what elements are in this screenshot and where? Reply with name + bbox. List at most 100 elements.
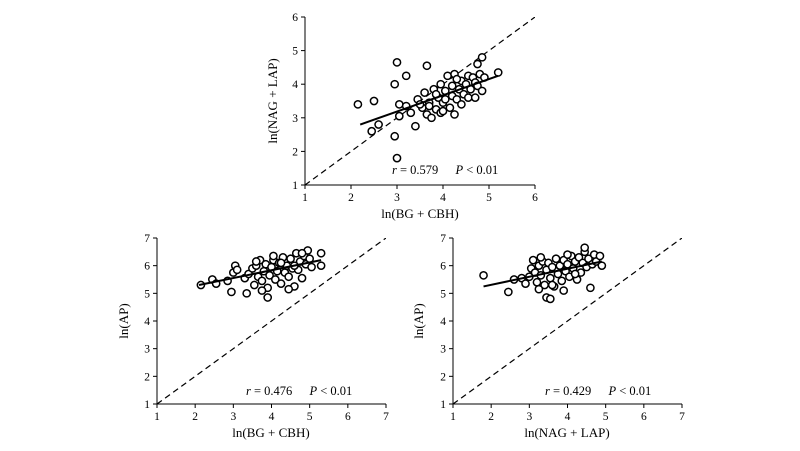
data-point [286,254,295,264]
data-point [450,110,459,119]
data-point [440,94,450,104]
p-symbol: P [454,163,463,177]
y-tick-label: 1 [292,180,298,192]
data-point [242,288,252,298]
data-point [394,111,404,121]
data-point [493,68,503,77]
scatter-panel-bottom-right: 1 2 3 4 5 6 7 1 2 3 4 5 6 7 ln(NAG + LAP) ln(AP) r =… [411,233,685,440]
data-point [447,81,457,91]
data-point [473,59,482,69]
data-point [251,257,261,266]
y-tick-label: 1 [144,399,150,411]
x-tick-label: 5 [307,411,313,423]
data-point [503,287,513,297]
scatter-panel-bottom-left: 1 2 3 4 5 6 7 1 2 3 4 5 6 7 ln(BG + CBH) ln(AP) r = … [116,233,389,440]
data-point [227,287,236,297]
data-points [479,243,607,304]
y-tick-label: 3 [440,344,446,356]
data-point [521,279,530,288]
data-point [534,284,544,294]
y-tick-label: 1 [440,399,446,411]
y-tick-label: 4 [292,79,298,91]
data-point [390,79,400,89]
y-axis-label: ln(NAG + LAP) [265,58,280,143]
data-point [470,93,480,102]
y-tick-label: 3 [144,344,150,356]
y-tick-group: 1 2 3 4 5 6 [292,12,305,192]
data-point [390,131,400,141]
one-to-one-reference-line [453,238,682,404]
y-axis-label: ln(AP) [116,303,131,338]
data-point [353,100,363,109]
regression-line [198,259,322,287]
data-point [557,276,567,286]
data-point [463,93,473,102]
correlation-annotation: r = 0.476 P < 0.01 [246,384,352,398]
x-tick-label: 4 [440,192,446,204]
data-point [452,74,462,84]
x-tick-label: 6 [345,411,351,423]
one-to-one-reference-line [157,238,386,404]
data-point [401,71,411,81]
x-tick-group: 1 2 3 4 5 6 7 [154,404,389,423]
x-tick-label: 4 [565,411,571,423]
data-point [479,271,488,280]
x-tick-label: 2 [488,411,494,423]
data-point [586,283,595,293]
data-point [580,243,590,253]
x-tick-label: 6 [532,192,538,204]
data-point [477,86,487,96]
x-tick-label: 6 [641,411,647,423]
r-value: = 0.429 [550,384,591,398]
p-value: < 0.01 [463,163,498,177]
data-point [570,269,580,279]
data-point [374,120,383,129]
data-point [316,248,326,258]
data-point [270,275,280,284]
r-symbol: r [246,384,251,398]
data-point [284,284,294,294]
p-symbol: P [308,384,317,398]
data-point [263,293,273,302]
r-symbol: r [392,163,397,177]
x-tick-label: 3 [394,192,400,204]
y-tick-label: 6 [440,261,446,273]
data-point [424,101,434,111]
x-tick-label: 3 [526,411,532,423]
y-tick-group: 1 2 3 4 5 6 7 [440,233,453,411]
r-value: = 0.476 [251,384,292,398]
x-tick-label: 2 [348,192,354,204]
data-point [427,113,436,123]
y-tick-label: 5 [292,46,298,58]
x-axis-label: ln(BG + CBH) [381,206,458,221]
x-tick-label: 3 [230,411,236,423]
correlation-annotation: r = 0.429 P < 0.01 [545,384,651,398]
data-point [422,61,432,71]
data-point [406,108,416,118]
y-tick-label: 7 [144,233,150,245]
p-symbol: P [607,384,616,398]
data-point [249,280,259,290]
x-tick-label: 5 [486,192,492,204]
p-value: < 0.01 [616,384,651,398]
data-point [443,71,452,81]
data-point [445,103,455,113]
x-tick-label: 7 [383,411,389,423]
data-point [257,276,267,286]
x-tick-label: 1 [154,411,160,423]
data-point [369,96,379,106]
data-point [597,261,607,271]
x-tick-group: 1 2 3 4 5 6 [302,185,538,204]
data-point [545,273,555,283]
data-point [436,79,446,89]
regression-line [483,260,603,288]
x-axis-label: ln(BG + CBH) [232,425,309,440]
data-point [265,271,274,280]
data-point [307,262,316,272]
data-point [297,273,307,283]
data-point [269,251,278,261]
data-point [532,277,542,287]
scatter-panel-top: 1 2 3 4 5 6 1 2 3 4 5 6 ln(BG + CBH) ln(NAG + LAP)… [265,12,538,221]
p-value: < 0.01 [317,384,352,398]
data-point [457,100,466,109]
